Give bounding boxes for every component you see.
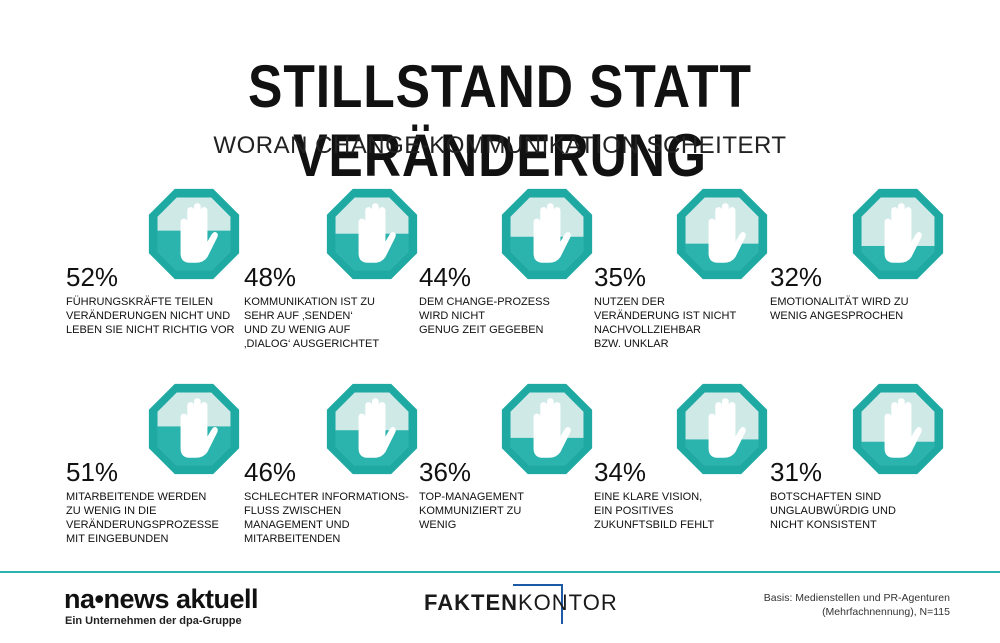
stat-description: BOTSCHAFTEN SIND UNGLAUBWÜRDIG UND NICHT K… [770,490,940,532]
description-line: WENIG ANGESPROCHEN [770,310,904,322]
news-aktuell-tagline: Ein Unternehmen der dpa-Gruppe [65,615,242,627]
percent-value: 44% [419,262,472,292]
description-line: SCHLECHTER INFORMATIONS- [244,491,409,503]
stat-description: FÜHRUNGSKRÄFTE TEILEN VERÄNDERUNGEN NICHT… [66,295,236,337]
stop-hand-icon [499,381,595,477]
description-line: MITARBEITENDEN [244,533,341,545]
faktenkontor-logo-bold: FAKTEN [424,590,518,615]
stop-hand-icon [674,186,770,282]
stat-description: EINE KLARE VISION, EIN POSITIVES ZUKUNFTSB… [594,490,764,532]
description-line: EINE KLARE VISION, [594,491,703,503]
stat-description: MITARBEITENDE WERDEN ZU WENIG IN DIE VERÄN… [66,490,236,546]
description-line: VERÄNDERUNGSPROZESSE [66,519,219,531]
news-aktuell-logo: na•news aktuell [64,584,259,614]
stat-description: SCHLECHTER INFORMATIONS- FLUSS ZWISCHEN MA… [244,490,414,546]
faktenkontor-logo-frame [513,584,563,624]
stop-hand-icon [324,381,420,477]
description-line: MANAGEMENT UND [244,519,350,531]
description-line: NICHT KONSISTENT [770,519,877,531]
description-line: TOP-MANAGEMENT [419,491,524,503]
stat-description: NUTZEN DER VERÄNDERUNG IST NICHT NACHVOLLZ… [594,295,764,351]
page-title: STILLSTAND STATT VERÄNDERUNG [248,53,752,189]
percent-value: 36% [419,457,472,487]
description-line: ZUKUNFTSBILD FEHLT [594,519,715,531]
stop-hand-icon [674,381,770,477]
stop-hand-icon [146,186,242,282]
description-line: KOMMUNIKATION IST ZU [244,296,375,308]
stat-description: TOP-MANAGEMENT KOMMUNIZIERT ZU WENIG [419,490,589,532]
basis-line-2: (Mehrfachnennung), N=115 [822,606,950,618]
percent-value: 34% [594,457,647,487]
basis-note: Basis: Medienstellen und PR-Agenturen (M… [760,591,950,619]
description-line: EMOTIONALITÄT WIRD ZU [770,296,909,308]
description-line: FLUSS ZWISCHEN [244,505,342,517]
description-line: DEM CHANGE-PROZESS [419,296,550,308]
description-line: VERÄNDERUNG IST NICHT [594,310,737,322]
description-line: BZW. UNKLAR [594,338,669,350]
stop-hand-icon [850,186,946,282]
description-line: ZU WENIG IN DIE [66,505,157,517]
stop-hand-icon [499,186,595,282]
percent-value: 46% [244,457,297,487]
stat-description: DEM CHANGE-PROZESS WIRD NICHT GENUG ZEIT G… [419,295,589,337]
basis-line-1: Basis: Medienstellen und PR-Agenturen [763,592,950,604]
percent-value: 48% [244,262,297,292]
description-line: ‚DIALOG‘ AUSGERICHTET [244,338,380,350]
description-line: NACHVOLLZIEHBAR [594,324,701,336]
description-line: GENUG ZEIT GEGEBEN [419,324,544,336]
page-subtitle: WORAN CHANGE-KOMMUNIKATION SCHEITERT [213,132,787,159]
description-line: LEBEN SIE NICHT RICHTIG VOR [66,324,235,336]
description-line: WENIG [419,519,457,531]
percent-value: 32% [770,262,823,292]
description-line: VERÄNDERUNGEN NICHT UND [66,310,231,322]
faktenkontor-logo: FAKTENKONTOR [424,590,618,616]
description-line: UNGLAUBWÜRDIG UND [770,505,896,517]
description-line: MITARBEITENDE WERDEN [66,491,207,503]
description-line: NUTZEN DER [594,296,665,308]
description-line: KOMMUNIZIERT ZU [419,505,522,517]
stop-hand-icon [146,381,242,477]
description-line: BOTSCHAFTEN SIND [770,491,882,503]
footer-divider [0,571,1000,573]
description-line: SEHR AUF ‚SENDEN‘ [244,310,353,322]
stop-hand-icon [324,186,420,282]
faktenkontor-logo-light: KONTOR [518,590,618,615]
description-line: MIT EINGEBUNDEN [66,533,169,545]
percent-value: 31% [770,457,823,487]
percent-value: 52% [66,262,119,292]
description-line: UND ZU WENIG AUF [244,324,351,336]
percent-value: 51% [66,457,119,487]
percent-value: 35% [594,262,647,292]
stat-description: EMOTIONALITÄT WIRD ZU WENIG ANGESPROCHEN [770,295,940,323]
description-line: EIN POSITIVES [594,505,674,517]
description-line: FÜHRUNGSKRÄFTE TEILEN [66,296,214,308]
stat-description: KOMMUNIKATION IST ZU SEHR AUF ‚SENDEN‘ UND… [244,295,414,351]
description-line: WIRD NICHT [419,310,485,322]
stop-hand-icon [850,381,946,477]
